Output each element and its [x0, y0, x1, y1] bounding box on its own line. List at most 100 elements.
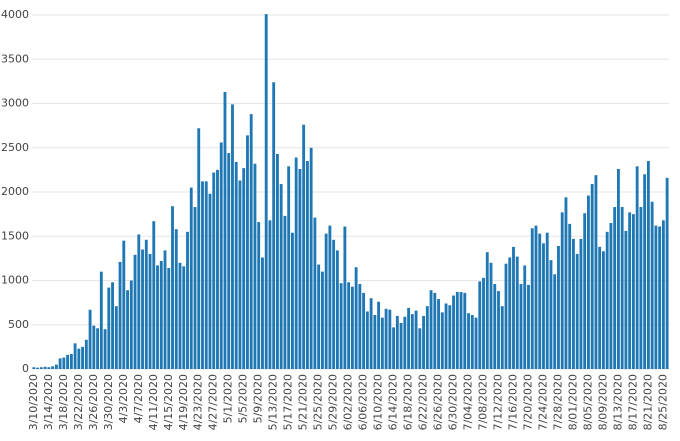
bar	[201, 181, 204, 369]
bar	[114, 306, 118, 369]
bar	[118, 261, 122, 369]
bar	[141, 249, 144, 369]
x-tick-label: 6/22/2020	[417, 374, 430, 430]
bar	[658, 226, 662, 369]
bar	[73, 343, 77, 369]
x-tick-label: 5/17/2020	[282, 374, 295, 430]
bar	[512, 246, 515, 369]
bar	[410, 314, 414, 369]
bar	[380, 317, 384, 369]
x-tick-label: 5/1/2020	[222, 374, 235, 423]
bar	[171, 206, 174, 369]
x-tick-label: 4/7/2020	[132, 374, 145, 423]
x-tick-label: 4/19/2020	[177, 374, 190, 430]
x-tick-label: 4/15/2020	[162, 374, 175, 430]
bar	[403, 316, 407, 369]
bar	[459, 292, 463, 369]
bar	[249, 114, 253, 370]
bar	[242, 168, 246, 369]
bar	[77, 348, 81, 369]
bar	[482, 277, 485, 369]
bar	[557, 245, 560, 369]
bar	[47, 367, 51, 369]
bar	[313, 217, 317, 369]
bar	[590, 184, 594, 369]
bar	[500, 306, 504, 369]
x-tick-label: 8/01/2020	[566, 374, 579, 430]
x-tick-label: 8/17/2020	[626, 374, 639, 430]
bar	[43, 366, 47, 369]
bar	[279, 184, 283, 369]
bar	[276, 153, 279, 369]
bar	[36, 367, 40, 369]
bar	[122, 240, 126, 369]
bar	[444, 303, 448, 369]
bar	[51, 366, 55, 369]
bar	[32, 367, 36, 369]
y-tick-label: 0	[22, 362, 29, 375]
bar	[212, 172, 216, 369]
x-tick-label: 8/13/2020	[611, 374, 624, 430]
bar	[568, 223, 572, 369]
bar	[519, 284, 523, 369]
x-tick-label: 6/02/2020	[342, 374, 355, 430]
bar	[639, 207, 643, 369]
bar	[66, 354, 70, 369]
bar	[189, 187, 193, 369]
bar	[650, 201, 654, 369]
bar	[216, 169, 219, 369]
x-tick-label: 3/10/2020	[27, 374, 40, 430]
bar	[39, 367, 43, 369]
bar	[534, 225, 538, 369]
bar	[384, 308, 388, 369]
x-tick-label: 7/04/2020	[462, 374, 475, 430]
x-tick-label: 4/3/2020	[117, 374, 130, 423]
x-tick-label: 6/18/2020	[402, 374, 415, 430]
bar	[298, 168, 302, 369]
bar	[508, 257, 512, 369]
bar	[309, 147, 313, 369]
bar	[609, 222, 613, 369]
bar	[429, 290, 433, 369]
bar	[159, 261, 163, 369]
bar	[129, 280, 133, 369]
bar	[553, 274, 557, 369]
bar	[594, 175, 598, 369]
bar	[602, 251, 605, 369]
bar	[152, 221, 156, 369]
bar	[126, 290, 129, 369]
bar	[455, 292, 459, 369]
bar	[111, 282, 114, 369]
bar	[317, 264, 321, 369]
bar	[268, 220, 272, 369]
bar	[422, 315, 425, 369]
bar	[365, 311, 369, 369]
bar	[219, 142, 223, 369]
x-tick-label: 3/26/2020	[87, 374, 100, 430]
bar	[654, 225, 658, 369]
x-tick-label: 8/05/2020	[581, 374, 594, 430]
bar	[527, 284, 530, 369]
bar	[107, 287, 111, 369]
bar	[223, 91, 227, 370]
bar	[425, 306, 429, 369]
x-tick-label: 5/21/2020	[297, 374, 310, 430]
bar	[178, 262, 182, 369]
bar	[234, 161, 238, 369]
x-tick-label: 3/22/2020	[72, 374, 85, 430]
bar	[137, 234, 141, 369]
bar	[646, 161, 650, 369]
bar	[305, 161, 309, 369]
bar	[470, 315, 474, 369]
bar	[264, 14, 268, 370]
bar	[560, 212, 564, 369]
bar	[163, 250, 167, 369]
bar	[148, 253, 152, 369]
bar	[231, 104, 234, 369]
x-tick-label: 4/23/2020	[192, 374, 205, 430]
bar	[635, 166, 639, 369]
bar	[433, 292, 437, 369]
y-tick-label: 3000	[1, 97, 29, 110]
bar	[335, 250, 339, 369]
bar	[343, 226, 347, 369]
